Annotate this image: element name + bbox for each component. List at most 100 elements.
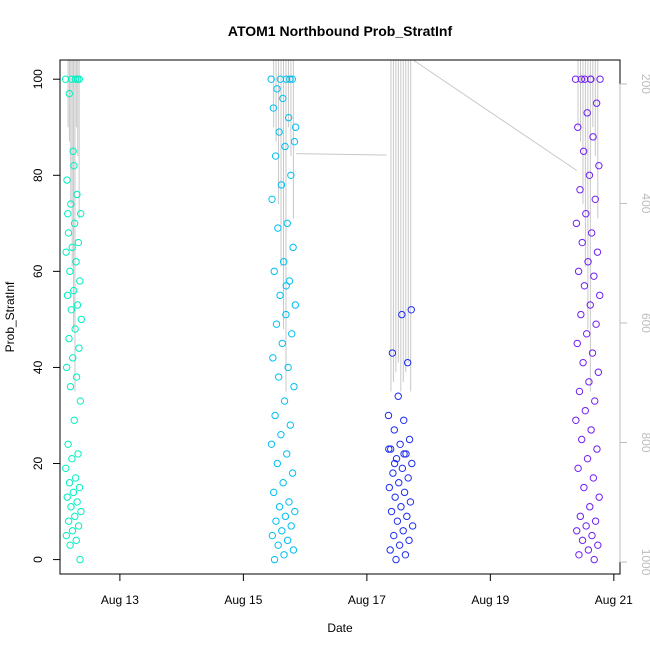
x-tick-label: Aug 17 bbox=[348, 593, 386, 607]
right-tick-label: 1000 bbox=[639, 549, 650, 576]
data-point bbox=[590, 555, 598, 564]
data-point bbox=[573, 339, 581, 348]
data-point bbox=[400, 450, 408, 458]
data-point bbox=[76, 397, 85, 405]
data-point bbox=[394, 392, 402, 400]
data-point bbox=[572, 416, 580, 424]
data-point bbox=[274, 541, 282, 549]
data-point bbox=[73, 301, 82, 309]
data-point bbox=[269, 354, 277, 362]
profile-connector bbox=[295, 153, 387, 156]
data-point bbox=[76, 277, 84, 285]
data-point bbox=[280, 551, 288, 559]
data-point bbox=[595, 161, 603, 170]
data-point bbox=[291, 301, 300, 309]
data-point bbox=[281, 512, 290, 521]
data-point bbox=[580, 282, 589, 290]
data-point bbox=[271, 152, 280, 160]
data-point bbox=[406, 498, 415, 506]
data-point bbox=[268, 195, 276, 204]
data-point bbox=[68, 455, 76, 463]
data-point bbox=[596, 75, 604, 83]
data-point bbox=[573, 527, 581, 535]
y-axis: 0 20 40 60 80 100 bbox=[31, 69, 60, 563]
data-point bbox=[281, 142, 289, 151]
data-point bbox=[396, 440, 404, 448]
data-point bbox=[395, 541, 404, 549]
data-point bbox=[580, 483, 588, 492]
data-point bbox=[74, 450, 82, 458]
data-point bbox=[272, 517, 280, 525]
data-point bbox=[287, 522, 295, 530]
y-tick-label: 100 bbox=[31, 69, 45, 89]
data-point bbox=[591, 397, 599, 405]
data-point bbox=[277, 181, 286, 189]
data-point bbox=[589, 474, 598, 482]
data-point bbox=[74, 238, 83, 247]
data-point bbox=[590, 272, 598, 280]
data-point bbox=[267, 440, 276, 448]
data-point bbox=[73, 190, 81, 199]
data-point bbox=[282, 310, 290, 319]
data-point bbox=[77, 507, 85, 516]
data-point bbox=[405, 536, 413, 545]
data-point bbox=[583, 109, 591, 117]
data-point bbox=[289, 243, 297, 252]
data-point bbox=[385, 483, 394, 492]
data-point bbox=[284, 113, 293, 122]
profile-lines bbox=[67, 59, 599, 392]
data-point bbox=[289, 546, 298, 554]
data-point bbox=[391, 493, 399, 501]
data-point bbox=[64, 440, 72, 448]
data-point bbox=[76, 555, 84, 564]
data-point bbox=[407, 306, 415, 314]
data-point bbox=[64, 229, 73, 237]
data-point bbox=[291, 123, 300, 131]
data-point bbox=[578, 435, 586, 444]
data-point bbox=[585, 378, 593, 386]
profile-connector bbox=[412, 59, 578, 171]
y-tick-label: 80 bbox=[31, 168, 45, 182]
data-point bbox=[574, 464, 582, 473]
data-point bbox=[400, 488, 409, 497]
data-point bbox=[572, 219, 581, 228]
y-tick-label: 0 bbox=[31, 556, 45, 563]
data-point bbox=[278, 339, 286, 348]
data-point bbox=[395, 479, 403, 487]
data-point bbox=[581, 406, 589, 415]
data-point bbox=[592, 320, 600, 328]
data-point bbox=[71, 474, 80, 482]
data-point bbox=[582, 522, 590, 530]
x-tick-label: Aug 15 bbox=[224, 593, 262, 607]
data-point bbox=[384, 411, 393, 420]
data-point bbox=[592, 99, 601, 107]
right-tick-label: 200 bbox=[639, 74, 650, 94]
data-point bbox=[579, 147, 588, 155]
data-point bbox=[288, 75, 296, 83]
data-point bbox=[392, 455, 401, 463]
data-point bbox=[586, 301, 594, 309]
data-point bbox=[591, 195, 599, 204]
data-point bbox=[587, 229, 596, 237]
data-point bbox=[274, 224, 282, 232]
y-tick-label: 60 bbox=[31, 264, 45, 278]
data-point bbox=[67, 75, 76, 83]
data-point bbox=[584, 258, 592, 266]
data-point bbox=[588, 349, 597, 357]
data-point bbox=[285, 498, 293, 506]
data-point bbox=[279, 258, 288, 266]
right-tick-label: 600 bbox=[639, 313, 650, 333]
data-point bbox=[66, 382, 75, 391]
data-point bbox=[399, 527, 407, 535]
data-point bbox=[69, 286, 78, 295]
data-point bbox=[575, 551, 583, 559]
data-point bbox=[64, 517, 73, 525]
data-point bbox=[288, 469, 297, 477]
data-point bbox=[578, 536, 587, 545]
data-point bbox=[403, 512, 411, 521]
data-point bbox=[77, 210, 85, 218]
chart-title: ATOM1 Northbound Prob_StratInf bbox=[228, 23, 453, 39]
data-point bbox=[71, 75, 80, 83]
data-point bbox=[401, 551, 410, 559]
data-point bbox=[575, 387, 584, 396]
